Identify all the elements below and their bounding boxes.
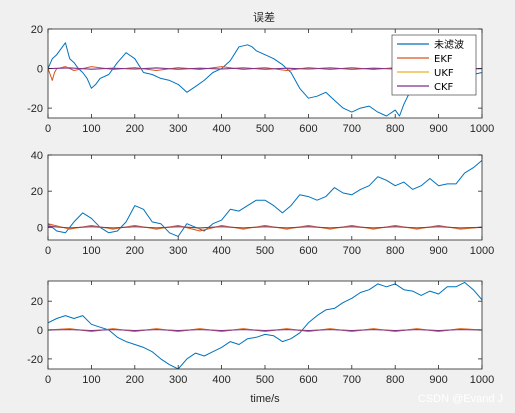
x-tick-label: 900 bbox=[429, 374, 447, 386]
x-tick-label: 0 bbox=[45, 245, 51, 257]
legend-label-unfiltered: 未滤波 bbox=[434, 38, 464, 51]
subplot-2: 0 100 200 300 400 500 600 700 800 900 1000 0 20 40 bbox=[31, 150, 494, 257]
x-tick-label: 900 bbox=[429, 123, 447, 135]
x-tick-label: 700 bbox=[343, 374, 361, 386]
plot-area bbox=[48, 281, 482, 369]
x-tick-label: 400 bbox=[212, 374, 230, 386]
x-tick-label: 1000 bbox=[470, 123, 494, 135]
x-axis-label: time/s bbox=[250, 393, 280, 405]
x-tick-label: 400 bbox=[212, 123, 230, 135]
legend-label-ukf: UKF bbox=[434, 68, 454, 79]
x-tick-label: 300 bbox=[169, 374, 187, 386]
x-tick-label: 1000 bbox=[470, 374, 494, 386]
watermark: CSDN @Evand J bbox=[418, 393, 503, 405]
subplot-1: 0 100 200 300 400 500 600 700 800 900 1000-20020未滤… bbox=[27, 24, 494, 135]
series-group bbox=[48, 281, 482, 369]
x-tick-label: 100 bbox=[82, 245, 100, 257]
legend-box bbox=[391, 34, 477, 96]
y-tick-label: -20 bbox=[27, 103, 43, 115]
x-tick-label: 400 bbox=[212, 245, 230, 257]
y-tick-label: 0 bbox=[37, 64, 43, 76]
x-tick-label: 0 bbox=[45, 374, 51, 386]
x-tick-label: 800 bbox=[386, 123, 404, 135]
x-tick-label: 800 bbox=[386, 374, 404, 386]
series-line-unfiltered bbox=[48, 42, 482, 117]
legend: 未滤波 EKF UKF CKF bbox=[391, 34, 477, 96]
y-tick-label: 40 bbox=[31, 150, 43, 162]
x-tick-label: 300 bbox=[169, 123, 187, 135]
series-group bbox=[48, 160, 482, 237]
x-tick-label: 700 bbox=[343, 123, 361, 135]
x-tick-label: 300 bbox=[169, 245, 187, 257]
x-tick-label: 800 bbox=[386, 245, 404, 257]
x-tick-label: 100 bbox=[82, 123, 100, 135]
x-tick-label: 600 bbox=[299, 245, 317, 257]
series-line-unfiltered bbox=[48, 281, 482, 369]
x-tick-label: 1000 bbox=[470, 245, 494, 257]
figure-title: 误差 bbox=[253, 10, 275, 24]
legend-label-ckf: CKF bbox=[434, 82, 454, 93]
x-tick-label: 600 bbox=[299, 123, 317, 135]
x-tick-label: 200 bbox=[126, 245, 144, 257]
x-tick-label: 200 bbox=[126, 123, 144, 135]
x-tick-label: 0 bbox=[45, 123, 51, 135]
x-tick-label: 100 bbox=[82, 374, 100, 386]
x-tick-label: 500 bbox=[256, 245, 274, 257]
x-tick-label: 500 bbox=[256, 374, 274, 386]
x-tick-label: 900 bbox=[429, 245, 447, 257]
x-tick-label: 200 bbox=[126, 374, 144, 386]
series-line-ckf bbox=[48, 329, 482, 331]
y-tick-label: -20 bbox=[27, 354, 43, 366]
y-tick-label: 20 bbox=[31, 296, 43, 308]
x-tick-label: 700 bbox=[343, 245, 361, 257]
x-tick-label: 500 bbox=[256, 123, 274, 135]
legend-label-ekf: EKF bbox=[434, 54, 453, 65]
y-tick-label: 0 bbox=[37, 325, 43, 337]
x-tick-label: 600 bbox=[299, 374, 317, 386]
series-line-ckf bbox=[48, 225, 482, 229]
y-tick-label: 20 bbox=[31, 186, 43, 198]
y-tick-label: 0 bbox=[37, 222, 43, 234]
y-tick-label: 20 bbox=[31, 24, 43, 36]
